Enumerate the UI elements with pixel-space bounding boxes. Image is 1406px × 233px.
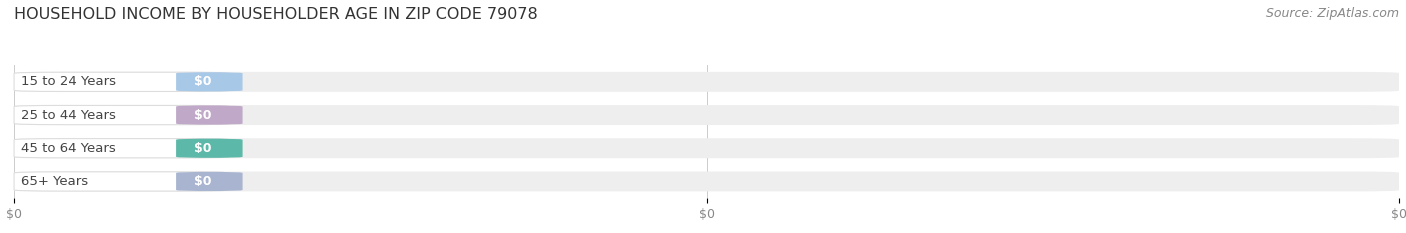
FancyBboxPatch shape <box>14 171 1399 192</box>
Text: $0: $0 <box>194 175 211 188</box>
Text: 65+ Years: 65+ Years <box>21 175 89 188</box>
FancyBboxPatch shape <box>14 105 229 125</box>
Text: $0: $0 <box>194 75 211 88</box>
Text: $0: $0 <box>194 109 211 122</box>
Text: 45 to 64 Years: 45 to 64 Years <box>21 142 115 155</box>
Text: HOUSEHOLD INCOME BY HOUSEHOLDER AGE IN ZIP CODE 79078: HOUSEHOLD INCOME BY HOUSEHOLDER AGE IN Z… <box>14 7 538 22</box>
FancyBboxPatch shape <box>14 172 229 191</box>
FancyBboxPatch shape <box>176 172 243 191</box>
Text: $0: $0 <box>194 142 211 155</box>
FancyBboxPatch shape <box>176 139 243 158</box>
Text: 15 to 24 Years: 15 to 24 Years <box>21 75 115 88</box>
Text: Source: ZipAtlas.com: Source: ZipAtlas.com <box>1265 7 1399 20</box>
Text: 25 to 44 Years: 25 to 44 Years <box>21 109 115 122</box>
FancyBboxPatch shape <box>176 72 243 92</box>
FancyBboxPatch shape <box>14 72 229 92</box>
FancyBboxPatch shape <box>14 139 229 158</box>
FancyBboxPatch shape <box>14 138 1399 158</box>
FancyBboxPatch shape <box>176 105 243 125</box>
FancyBboxPatch shape <box>14 72 1399 92</box>
FancyBboxPatch shape <box>14 105 1399 125</box>
